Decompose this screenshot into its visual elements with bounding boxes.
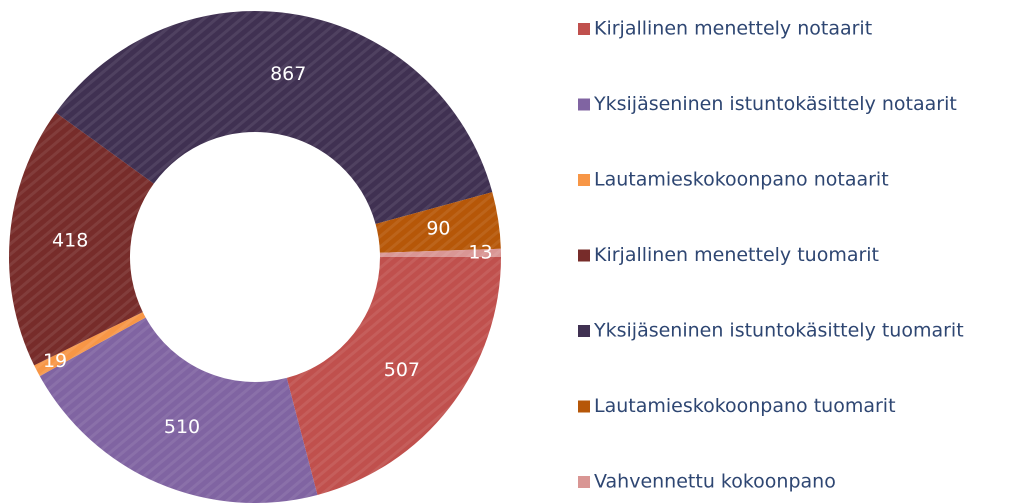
legend-swatch	[578, 400, 590, 413]
data-label: 867	[270, 63, 306, 85]
legend-swatch	[578, 476, 590, 488]
legend-label: Kirjallinen menettely tuomarit	[594, 244, 879, 266]
legend-swatch	[578, 249, 590, 262]
legend-swatch	[578, 174, 590, 186]
legend-label: Yksijäseninen istuntokäsittely tuomarit	[593, 320, 964, 342]
slice-texture	[55, 11, 493, 225]
slice-texture	[375, 192, 501, 253]
legend-swatch	[578, 98, 590, 111]
labels: 507 510 19 418 867 90 13	[43, 63, 493, 438]
legend-label: Yksijäseninen istuntokäsittely notaarit	[593, 93, 957, 115]
legend-label: Lautamieskokoonpano notaarit	[594, 169, 889, 191]
slice-texture	[286, 257, 501, 495]
legend-swatch	[578, 23, 590, 35]
legend-label: Kirjallinen menettely notaarit	[594, 18, 872, 40]
legend-swatch	[578, 325, 590, 337]
slice-texture	[9, 112, 154, 366]
data-label: 13	[468, 242, 492, 264]
slices	[9, 11, 501, 503]
data-label: 507	[384, 359, 420, 381]
legend-label: Vahvennettu kokoonpano	[594, 471, 836, 493]
data-label: 510	[164, 416, 200, 438]
slice-texture	[34, 312, 146, 377]
legend-label: Lautamieskokoonpano tuomarit	[594, 395, 896, 417]
data-label: 90	[426, 218, 450, 240]
legend: Kirjallinen menettely notaarit Yksijäseni…	[578, 18, 964, 493]
slice-texture	[39, 317, 318, 503]
data-label: 19	[43, 350, 67, 372]
data-label: 418	[52, 230, 88, 252]
slice-texture	[379, 248, 501, 257]
